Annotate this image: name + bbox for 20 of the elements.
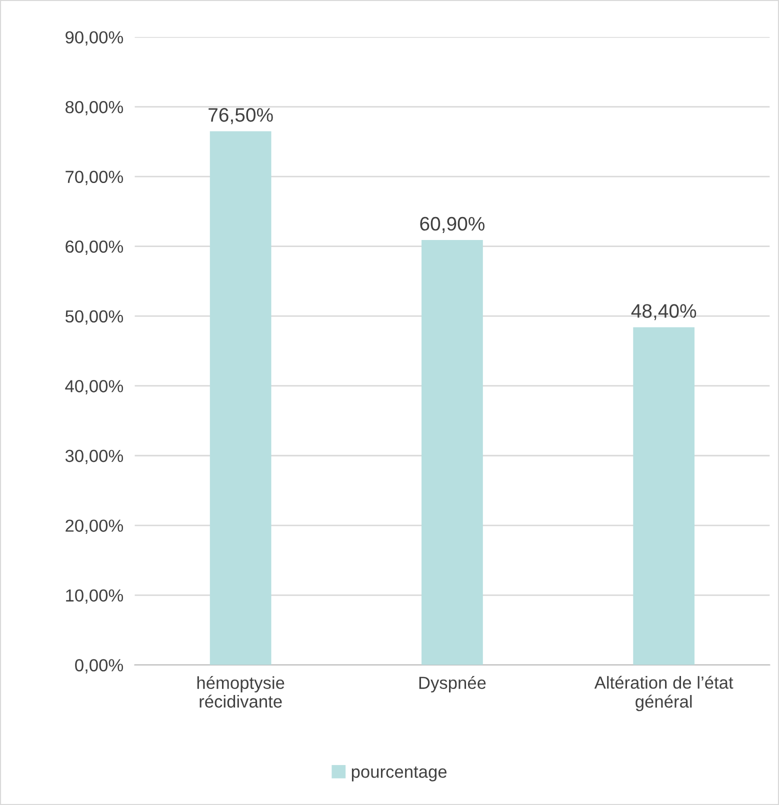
y-tick-label: 30,00%	[65, 450, 124, 464]
bar	[422, 240, 483, 665]
bar	[210, 131, 272, 665]
x-tick-label: hémoptysie récidivante	[197, 676, 284, 708]
data-label: 48,40%	[631, 304, 696, 320]
y-tick-label: 10,00%	[66, 589, 124, 604]
y-tick-label: 40,00%	[65, 380, 124, 394]
y-tick-label: 0,00%	[75, 659, 124, 674]
data-label: 60,90%	[420, 216, 484, 233]
y-tick-label: 60,00%	[66, 240, 124, 255]
y-tick-label: 50,00%	[65, 310, 124, 325]
bar	[633, 327, 695, 665]
y-tick-label: 70,00%	[66, 170, 124, 186]
y-tick-label: 90,00%	[66, 31, 124, 46]
y-tick-label: 80,00%	[66, 100, 124, 116]
data-label: 76,50%	[208, 108, 273, 124]
x-tick-label: Dyspnée	[419, 676, 486, 692]
x-tick-label: Altération de l’état général	[594, 676, 734, 712]
y-tick-label: 20,00%	[66, 520, 124, 534]
legend-label: pourcentage	[352, 766, 447, 782]
